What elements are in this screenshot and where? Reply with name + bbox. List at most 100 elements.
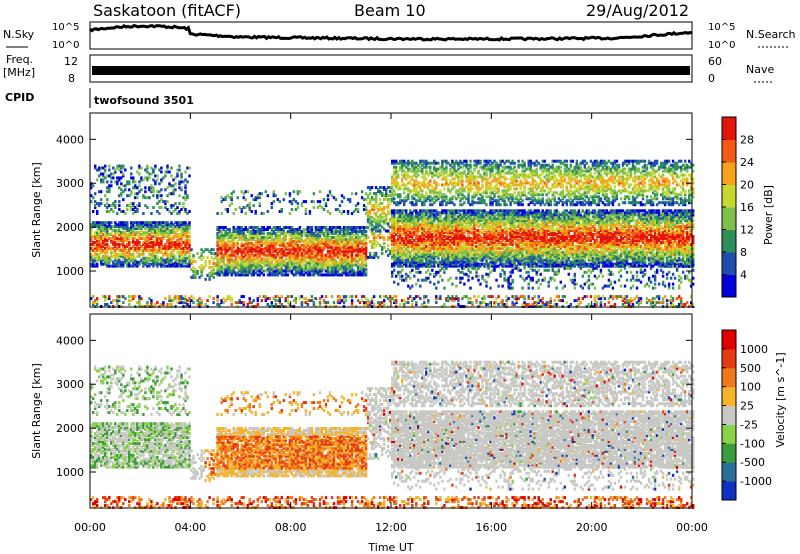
power-cell	[374, 197, 378, 201]
power-cell	[258, 249, 262, 253]
power-cell	[296, 269, 300, 273]
power-cell	[160, 258, 163, 262]
power-cell	[92, 301, 95, 305]
power-cell	[324, 237, 328, 241]
power-cell	[186, 229, 189, 233]
power-cell	[148, 225, 151, 229]
power-cell	[118, 225, 121, 229]
power-cell	[435, 295, 438, 299]
power-cell	[230, 253, 233, 257]
power-cell	[453, 217, 456, 221]
power-cell	[296, 192, 300, 196]
power-cell	[184, 250, 187, 254]
power-cell	[252, 237, 255, 241]
power-cell	[284, 241, 288, 245]
power-cell	[457, 195, 460, 199]
power-cell	[362, 255, 366, 259]
power-cell	[441, 278, 444, 282]
power-cell	[236, 249, 239, 253]
power-cell	[330, 241, 334, 245]
power-cell	[407, 235, 410, 238]
power-cell	[216, 303, 219, 306]
power-cell	[224, 208, 227, 211]
power-cell	[457, 303, 460, 306]
power-cell	[439, 171, 442, 175]
power-cell	[358, 301, 362, 305]
power-cell	[346, 243, 350, 247]
power-cell	[364, 233, 368, 237]
power-cell	[306, 226, 310, 229]
power-cell	[391, 191, 394, 195]
power-cell	[112, 229, 115, 233]
power-cell	[352, 226, 356, 229]
power-cell	[356, 239, 360, 243]
power-cell	[451, 183, 454, 187]
power-cell	[455, 237, 458, 240]
power-cell	[326, 259, 330, 263]
power-cell	[455, 239, 458, 242]
power-cell	[330, 259, 334, 263]
power-cell	[214, 262, 217, 265]
power-cell	[250, 301, 253, 305]
power-cell	[132, 237, 135, 240]
power-cell	[156, 178, 159, 182]
power-cell	[429, 233, 432, 236]
power-cell	[196, 252, 199, 256]
power-cell	[423, 223, 426, 227]
power-cell	[240, 241, 243, 245]
power-cell	[272, 230, 276, 233]
power-cell	[188, 299, 191, 303]
power-cell	[164, 202, 167, 206]
power-cell	[417, 242, 420, 246]
power-cell	[350, 237, 354, 241]
power-cell	[338, 228, 342, 231]
power-cell	[244, 247, 247, 251]
power-cell	[415, 165, 418, 169]
power-cell	[350, 273, 354, 277]
power-cell	[170, 244, 173, 248]
power-cell	[138, 225, 141, 229]
power-cell	[429, 260, 432, 264]
power-cell	[336, 226, 340, 229]
power-cell	[391, 215, 394, 219]
power-cell	[332, 259, 336, 263]
power-cell	[364, 265, 368, 269]
power-cell	[461, 262, 464, 266]
power-cell	[186, 264, 189, 268]
power-cell	[318, 257, 322, 261]
power-cell	[108, 164, 111, 168]
power-cell	[166, 258, 169, 262]
power-cell	[360, 253, 364, 257]
power-cell	[324, 263, 328, 267]
power-cell	[128, 188, 131, 192]
power-cell	[102, 239, 105, 242]
power-cell	[270, 247, 274, 251]
power-cell	[278, 255, 282, 259]
power-cell	[423, 231, 426, 235]
power-cell	[168, 239, 171, 242]
power-cell	[409, 181, 412, 185]
power-cell	[433, 165, 436, 169]
power-cell	[146, 303, 149, 306]
power-cell	[366, 186, 370, 190]
power-cell	[296, 253, 300, 257]
power-cell	[409, 258, 412, 262]
power-cell	[435, 183, 438, 187]
power-cell	[142, 223, 145, 227]
power-cell	[232, 263, 235, 267]
power-cell	[228, 241, 231, 245]
power-cell	[328, 269, 332, 273]
power-cell	[98, 233, 101, 236]
power-cell	[437, 171, 440, 175]
power-cell	[176, 233, 179, 236]
power-cell	[306, 265, 310, 269]
power-cell	[358, 273, 362, 277]
power-cell	[170, 237, 173, 240]
power-cell	[150, 237, 153, 240]
power-cell	[136, 250, 139, 254]
power-cell	[152, 244, 155, 248]
power-cell	[302, 249, 306, 253]
power-cell	[284, 226, 288, 229]
power-cell	[465, 248, 468, 252]
power-cell	[242, 295, 245, 299]
